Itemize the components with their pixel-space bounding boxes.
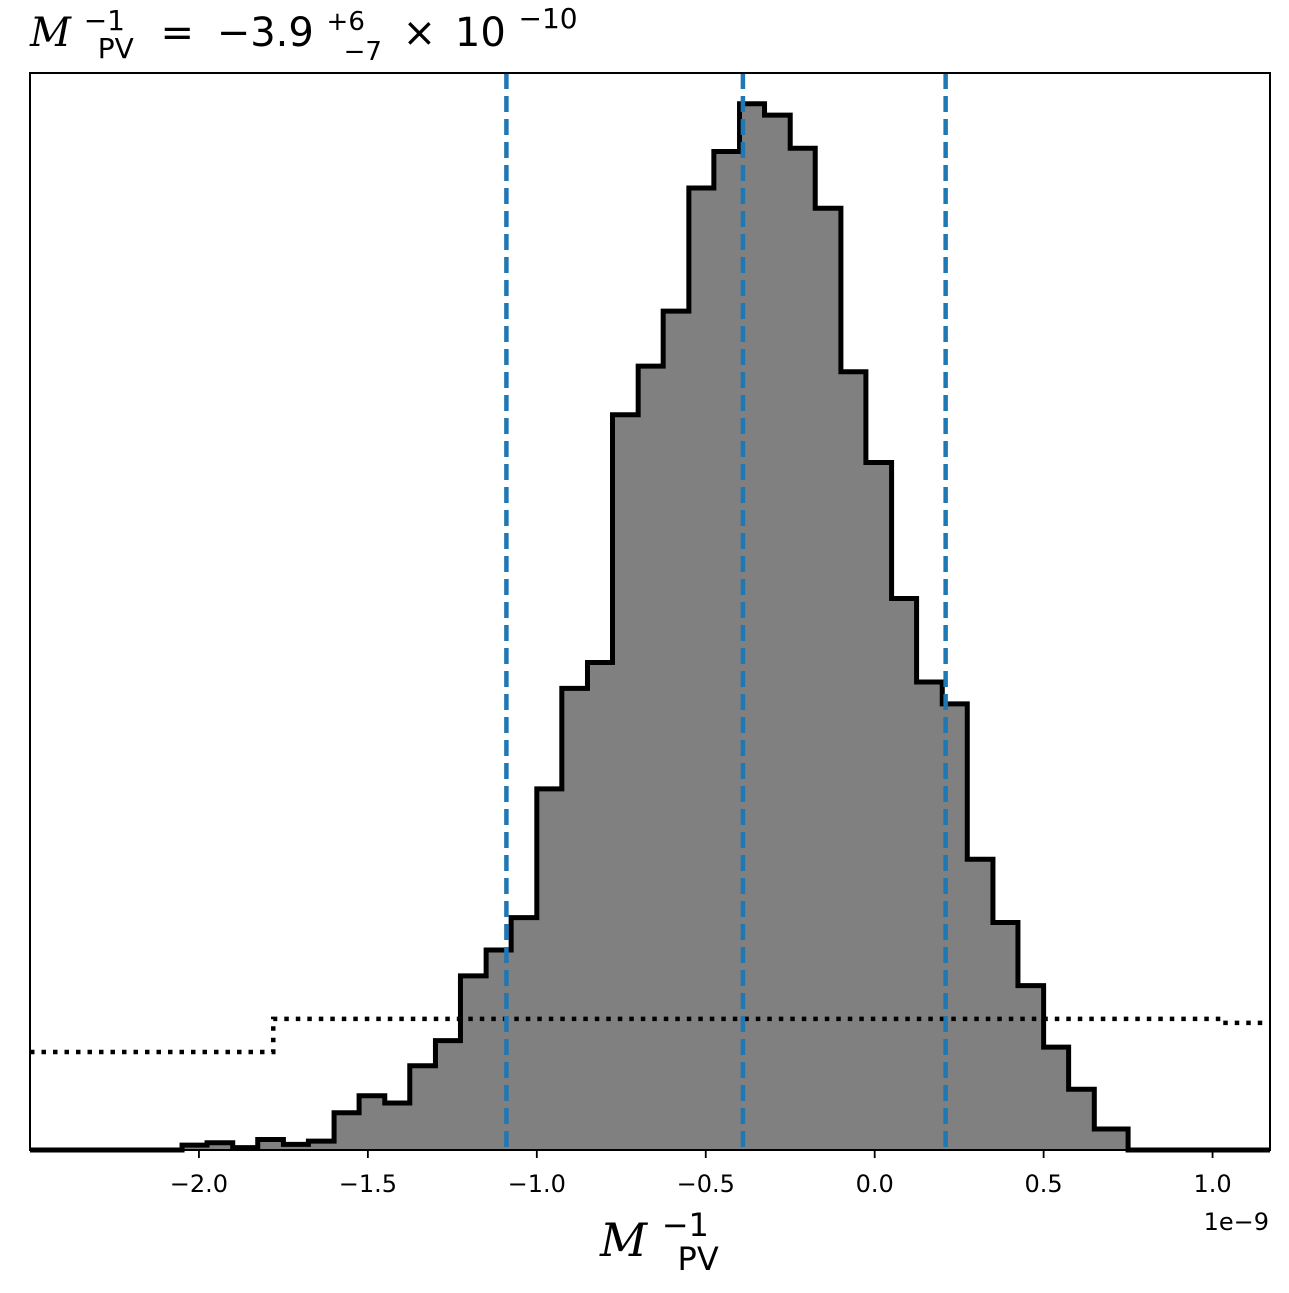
histogram-bar [587,662,613,1150]
title-value: −3.9 [217,10,314,56]
x-tick-label: 0.0 [856,1170,894,1198]
histogram-bar [967,859,994,1150]
title-minus: −7 [344,37,382,67]
histogram-bar [865,462,893,1151]
histogram-bar [891,598,918,1150]
histogram-bar [1094,1128,1129,1150]
histogram-bar [790,148,816,1150]
x-tick-label: −1.5 [339,1170,397,1198]
histogram-bar [308,1141,335,1150]
title-plus: +6 [327,7,365,37]
histogram-bar [815,208,842,1151]
title-sup: −1 [84,4,125,37]
histogram-bar [1017,985,1045,1150]
histogram-bar [460,975,487,1150]
histogram-bar [992,922,1019,1150]
xlabel-sub: PV [678,1240,719,1278]
x-tick-label: −2.0 [170,1170,228,1198]
chart-title: M −1 PV = −3.9 +6 −7 × 10 −10 [29,0,578,70]
plot-frame [29,72,1271,1151]
histogram-bar [713,151,741,1151]
xlabel-symbol: M [599,1213,649,1267]
prior-dotted-line [30,1016,1270,1055]
title-equals: = [160,10,194,56]
x-tick-label: −1.0 [508,1170,566,1198]
title-times: × [403,10,437,56]
histogram-bar [561,688,588,1150]
x-tick-label: 0.5 [1025,1170,1063,1198]
x-tick-label: −0.5 [677,1170,735,1198]
histogram-bar [1068,1089,1095,1150]
x-axis-ticks: −2.0 −1.5 −1.0 −0.5 0.0 0.5 1.0 [170,1150,1232,1198]
histogram-bar [359,1095,386,1150]
histogram-bar [334,1112,360,1150]
histogram-bar [638,366,664,1151]
histogram-bar [764,115,791,1150]
x-offset-label: 1e−9 [1204,1208,1269,1236]
histogram-bar [916,681,943,1150]
quantile-lines [504,73,948,1150]
histogram-bar [663,311,690,1150]
title-symbol: M [29,10,72,56]
histogram-bar [409,1065,436,1150]
histogram-bar [257,1139,284,1150]
histogram-bar [207,1142,234,1150]
histogram-bar [1043,1047,1070,1150]
histogram-bar [384,1103,411,1150]
histogram-bar [511,917,538,1150]
histogram-bar [283,1144,309,1150]
x-axis-label: M −1 PV [599,1193,724,1278]
histogram-bar [688,187,715,1150]
title-exponent: −10 [519,2,578,35]
histogram-bar [840,371,867,1150]
histogram-outline [30,101,1270,1153]
x-tick-label: 1.0 [1193,1170,1231,1198]
title-sub: PV [98,32,134,65]
histogram-bar [435,1040,461,1150]
xlabel-sup: −1 [662,1206,709,1244]
histogram-bar [612,414,639,1150]
histogram-bar [536,788,563,1150]
title-base: 10 [455,10,506,56]
histogram-bars [182,103,1129,1151]
